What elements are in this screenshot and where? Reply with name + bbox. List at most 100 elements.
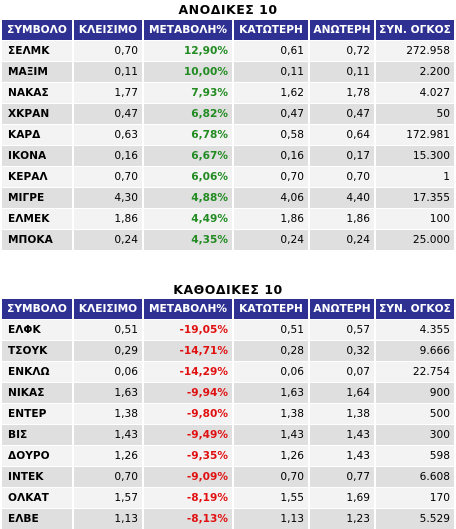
- col-header-high[interactable]: ΑΝΩΤΕΡΗ: [310, 20, 376, 40]
- col-header-high[interactable]: ΑΝΩΤΕΡΗ: [310, 299, 376, 319]
- symbol-cell[interactable]: ΕΝΚΛΩ: [2, 361, 74, 382]
- col-header-symbol[interactable]: ΣΥΜΒΟΛΟ: [2, 20, 74, 40]
- symbol-cell[interactable]: ΜΑΞΙΜ: [2, 61, 74, 82]
- symbol-cell[interactable]: ΚΑΡΔ: [2, 124, 74, 145]
- symbol-cell[interactable]: ΔΟΥΡΟ: [2, 445, 74, 466]
- low-cell: 0,47: [234, 103, 310, 124]
- close-cell: 4,30: [74, 187, 144, 208]
- col-header-change[interactable]: ΜΕΤΑΒΟΛΗ%: [144, 299, 234, 319]
- symbol-cell[interactable]: ΚΕΡΑΛ: [2, 166, 74, 187]
- symbol-cell[interactable]: ΣΕΛΜΚ: [2, 40, 74, 61]
- low-cell: 0,61: [234, 40, 310, 61]
- symbol-cell[interactable]: ΧΚΡΑΝ: [2, 103, 74, 124]
- table-row[interactable]: ΝΙΚΑΣ 1,63 -9,94% 1,63 1,64 900: [2, 382, 454, 403]
- table-row[interactable]: ΝΑΚΑΣ 1,77 7,93% 1,62 1,78 4.027: [2, 82, 454, 103]
- volume-cell: 17.355: [376, 187, 454, 208]
- close-cell: 0,63: [74, 124, 144, 145]
- col-header-low[interactable]: ΚΑΤΩΤΕΡΗ: [234, 20, 310, 40]
- col-header-low[interactable]: ΚΑΤΩΤΕΡΗ: [234, 299, 310, 319]
- table-row[interactable]: ΙΚΟΝΑ 0,16 6,67% 0,16 0,17 15.300: [2, 145, 454, 166]
- symbol-cell[interactable]: ΝΑΚΑΣ: [2, 82, 74, 103]
- change-cell: 4,49%: [144, 208, 234, 229]
- low-cell: 1,43: [234, 424, 310, 445]
- close-cell: 0,29: [74, 340, 144, 361]
- volume-cell: 5.529: [376, 508, 454, 529]
- symbol-cell[interactable]: ΕΛΦΚ: [2, 319, 74, 340]
- close-cell: 0,51: [74, 319, 144, 340]
- symbol-cell[interactable]: ΕΛΒΕ: [2, 508, 74, 529]
- volume-cell: 4.027: [376, 82, 454, 103]
- high-cell: 0,57: [310, 319, 376, 340]
- table-row[interactable]: ΕΝΚΛΩ 0,06 -14,29% 0,06 0,07 22.754: [2, 361, 454, 382]
- change-cell: 6,06%: [144, 166, 234, 187]
- change-cell: -9,80%: [144, 403, 234, 424]
- volume-cell: 6.608: [376, 466, 454, 487]
- low-cell: 1,86: [234, 208, 310, 229]
- table-row[interactable]: ΕΛΦΚ 0,51 -19,05% 0,51 0,57 4.355: [2, 319, 454, 340]
- col-header-close[interactable]: ΚΛΕΙΣΙΜΟ: [74, 20, 144, 40]
- close-cell: 1,86: [74, 208, 144, 229]
- low-cell: 1,38: [234, 403, 310, 424]
- low-cell: 0,28: [234, 340, 310, 361]
- high-cell: 0,47: [310, 103, 376, 124]
- high-cell: 1,23: [310, 508, 376, 529]
- close-cell: 1,57: [74, 487, 144, 508]
- low-cell: 0,11: [234, 61, 310, 82]
- symbol-cell[interactable]: ΟΛΚΑΤ: [2, 487, 74, 508]
- col-header-symbol[interactable]: ΣΥΜΒΟΛΟ: [2, 299, 74, 319]
- col-header-change[interactable]: ΜΕΤΑΒΟΛΗ%: [144, 20, 234, 40]
- high-cell: 0,70: [310, 166, 376, 187]
- change-cell: 12,90%: [144, 40, 234, 61]
- close-cell: 1,38: [74, 403, 144, 424]
- col-header-close[interactable]: ΚΛΕΙΣΙΜΟ: [74, 299, 144, 319]
- table-row[interactable]: ΟΛΚΑΤ 1,57 -8,19% 1,55 1,69 170: [2, 487, 454, 508]
- high-cell: 0,07: [310, 361, 376, 382]
- symbol-cell[interactable]: ΙΝΤΕΚ: [2, 466, 74, 487]
- change-cell: 4,35%: [144, 229, 234, 250]
- table-row[interactable]: ΜΙΓΡΕ 4,30 4,88% 4,06 4,40 17.355: [2, 187, 454, 208]
- table-row[interactable]: ΜΠΟΚΑ 0,24 4,35% 0,24 0,24 25.000: [2, 229, 454, 250]
- change-cell: 10,00%: [144, 61, 234, 82]
- table-row[interactable]: ΕΝΤΕΡ 1,38 -9,80% 1,38 1,38 500: [2, 403, 454, 424]
- symbol-cell[interactable]: ΜΠΟΚΑ: [2, 229, 74, 250]
- symbol-cell[interactable]: ΤΣΟΥΚ: [2, 340, 74, 361]
- table-row[interactable]: ΚΕΡΑΛ 0,70 6,06% 0,70 0,70 1: [2, 166, 454, 187]
- close-cell: 0,47: [74, 103, 144, 124]
- table-row[interactable]: ΜΑΞΙΜ 0,11 10,00% 0,11 0,11 2.200: [2, 61, 454, 82]
- symbol-cell[interactable]: ΕΝΤΕΡ: [2, 403, 74, 424]
- high-cell: 1,43: [310, 424, 376, 445]
- volume-cell: 22.754: [376, 361, 454, 382]
- losers-title: ΚΑΘΟΔΙΚΕΣ 10: [173, 282, 283, 297]
- volume-cell: 2.200: [376, 61, 454, 82]
- change-cell: 7,93%: [144, 82, 234, 103]
- low-cell: 4,06: [234, 187, 310, 208]
- close-cell: 1,77: [74, 82, 144, 103]
- gainers-header-row: ΣΥΜΒΟΛΟ ΚΛΕΙΣΙΜΟ ΜΕΤΑΒΟΛΗ% ΚΑΤΩΤΕΡΗ ΑΝΩΤ…: [2, 20, 454, 40]
- table-row[interactable]: ΕΛΒΕ 1,13 -8,13% 1,13 1,23 5.529: [2, 508, 454, 529]
- table-row[interactable]: ΔΟΥΡΟ 1,26 -9,35% 1,26 1,43 598: [2, 445, 454, 466]
- change-cell: -9,49%: [144, 424, 234, 445]
- close-cell: 0,24: [74, 229, 144, 250]
- symbol-cell[interactable]: ΙΚΟΝΑ: [2, 145, 74, 166]
- high-cell: 1,86: [310, 208, 376, 229]
- symbol-cell[interactable]: ΜΙΓΡΕ: [2, 187, 74, 208]
- volume-cell: 9.666: [376, 340, 454, 361]
- table-row[interactable]: ΤΣΟΥΚ 0,29 -14,71% 0,28 0,32 9.666: [2, 340, 454, 361]
- low-cell: 1,62: [234, 82, 310, 103]
- table-row[interactable]: ΧΚΡΑΝ 0,47 6,82% 0,47 0,47 50: [2, 103, 454, 124]
- table-row[interactable]: ΒΙΣ 1,43 -9,49% 1,43 1,43 300: [2, 424, 454, 445]
- table-row[interactable]: ΙΝΤΕΚ 0,70 -9,09% 0,70 0,77 6.608: [2, 466, 454, 487]
- symbol-cell[interactable]: ΒΙΣ: [2, 424, 74, 445]
- table-row[interactable]: ΚΑΡΔ 0,63 6,78% 0,58 0,64 172.981: [2, 124, 454, 145]
- table-row[interactable]: ΕΛΜΕΚ 1,86 4,49% 1,86 1,86 100: [2, 208, 454, 229]
- low-cell: 0,51: [234, 319, 310, 340]
- symbol-cell[interactable]: ΝΙΚΑΣ: [2, 382, 74, 403]
- col-header-volume[interactable]: ΣΥΝ. ΟΓΚΟΣ: [376, 20, 454, 40]
- symbol-cell[interactable]: ΕΛΜΕΚ: [2, 208, 74, 229]
- low-cell: 1,13: [234, 508, 310, 529]
- change-cell: -19,05%: [144, 319, 234, 340]
- change-cell: -9,94%: [144, 382, 234, 403]
- low-cell: 1,26: [234, 445, 310, 466]
- table-row[interactable]: ΣΕΛΜΚ 0,70 12,90% 0,61 0,72 272.958: [2, 40, 454, 61]
- col-header-volume[interactable]: ΣΥΝ. ΟΓΚΟΣ: [376, 299, 454, 319]
